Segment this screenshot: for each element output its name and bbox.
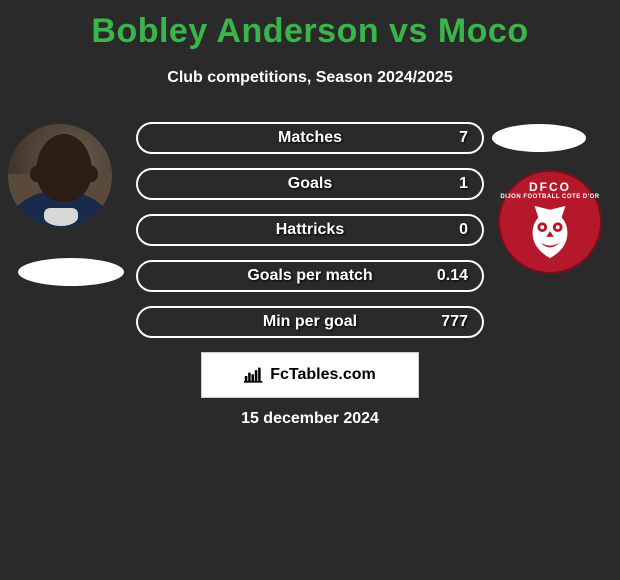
- bar-chart-icon: [244, 366, 264, 384]
- stat-label: Matches: [138, 129, 482, 147]
- flag-ellipse-left: [18, 258, 124, 286]
- stat-value: 0.14: [437, 267, 468, 285]
- stat-value: 1: [459, 175, 468, 193]
- brand-text: FcTables.com: [270, 366, 376, 384]
- date-text: 15 december 2024: [0, 410, 620, 428]
- subtitle: Club competitions, Season 2024/2025: [0, 69, 620, 87]
- brand-box: FcTables.com: [201, 352, 419, 398]
- stats-list: Matches 7 Goals 1 Hattricks 0 Goals per …: [136, 122, 484, 352]
- infographic-root: Bobley Anderson vs Moco Club competition…: [0, 0, 620, 580]
- page-title: Bobley Anderson vs Moco: [0, 0, 620, 51]
- stat-label: Hattricks: [138, 221, 482, 239]
- stat-label: Goals: [138, 175, 482, 193]
- stat-row: Goals per match 0.14: [136, 260, 484, 292]
- badge-arc-text: DFCO: [500, 180, 600, 194]
- stat-value: 7: [459, 129, 468, 147]
- badge-arc-subtext: DIJON FOOTBALL COTE D'OR: [500, 194, 600, 200]
- player-photo-left: [8, 124, 112, 228]
- stat-row: Matches 7: [136, 122, 484, 154]
- stat-row: Hattricks 0: [136, 214, 484, 246]
- stat-label: Min per goal: [138, 313, 482, 331]
- stat-row: Goals 1: [136, 168, 484, 200]
- stat-label: Goals per match: [138, 267, 482, 285]
- stat-value: 777: [441, 313, 468, 331]
- club-badge-right: DFCO DIJON FOOTBALL COTE D'OR: [498, 170, 602, 274]
- owl-icon: [521, 204, 579, 262]
- stat-row: Min per goal 777: [136, 306, 484, 338]
- flag-ellipse-right: [492, 124, 586, 152]
- stat-value: 0: [459, 221, 468, 239]
